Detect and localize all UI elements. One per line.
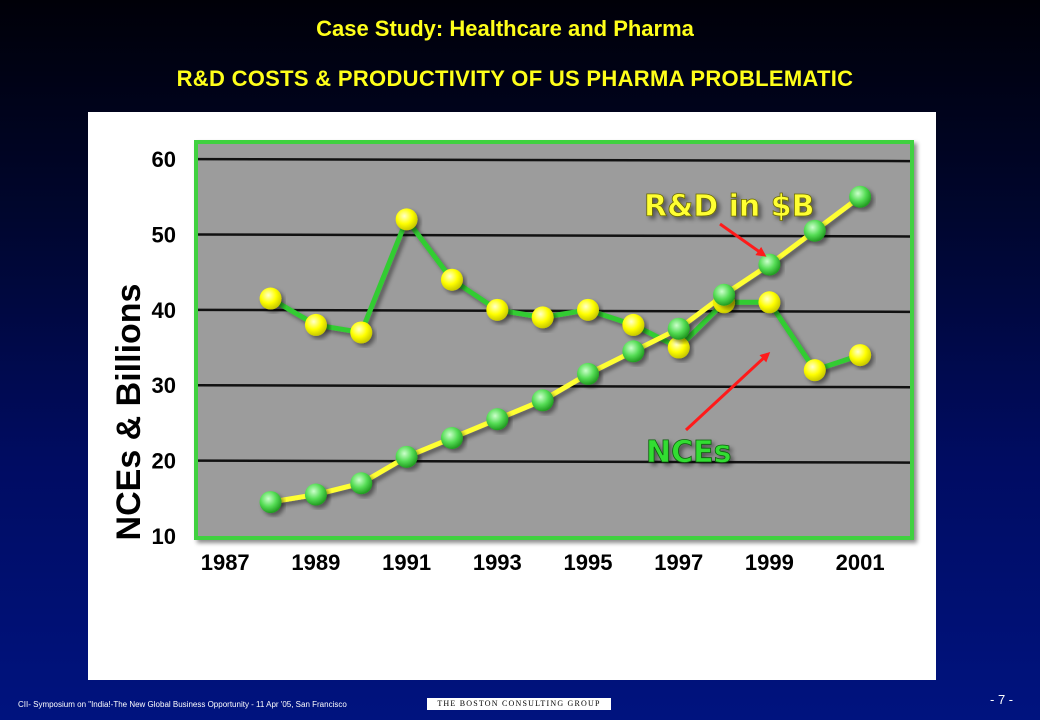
x-tick-labels: 1987 1989 1991 1993 1995 1997 1999 2001 — [201, 550, 885, 575]
data-point-nce — [304, 313, 327, 336]
x-tick-label: 1999 — [745, 550, 794, 575]
y-tick-label: 30 — [152, 373, 176, 398]
company-logo: The Boston Consulting Group — [427, 698, 611, 710]
y-tick-labels: 10 20 30 40 50 60 — [152, 147, 176, 549]
data-point-rd — [486, 408, 509, 431]
line-chart: 10 20 30 40 50 60 1987 1989 1991 1993 1995 1997 199… — [110, 140, 914, 575]
footer-caption: CII- Symposium on "India!-The New Global… — [18, 700, 347, 709]
y-axis-label: NCEs & Billions — [110, 284, 148, 541]
x-tick-label: 1995 — [564, 550, 613, 575]
data-point-rd — [577, 362, 600, 385]
x-tick-label: 1987 — [201, 550, 250, 575]
data-point-rd — [849, 185, 872, 208]
page-title: Case Study: Healthcare and Pharma — [316, 16, 694, 41]
data-point-rd — [667, 317, 690, 340]
y-tick-label: 10 — [152, 524, 176, 549]
page-number: - 7 - — [990, 692, 1014, 707]
x-tick-label: 1993 — [473, 550, 522, 575]
data-point-nce — [803, 359, 826, 382]
data-point-nce — [758, 291, 781, 314]
page-subtitle: R&D COSTS & PRODUCTIVITY OF US PHARMA PR… — [176, 66, 854, 91]
data-point-rd — [758, 253, 781, 276]
data-point-rd — [440, 427, 463, 449]
x-tick-label: 2001 — [836, 550, 885, 575]
data-point-rd — [395, 445, 418, 468]
data-point-nce — [440, 268, 463, 291]
data-point-rd — [622, 340, 645, 363]
data-point-nce — [350, 321, 373, 344]
data-point-nce — [667, 336, 690, 359]
data-point-rd — [713, 283, 736, 306]
data-point-nce — [259, 287, 282, 310]
y-tick-label: 50 — [152, 222, 176, 247]
y-tick-label: 20 — [152, 449, 176, 474]
data-point-rd — [259, 491, 282, 514]
x-tick-label: 1997 — [654, 550, 703, 575]
gridline-60 — [197, 157, 911, 163]
arrow-nce — [684, 351, 771, 432]
chart-panel: 10 20 30 40 50 60 1987 1989 1991 1993 1995 1997 199… — [88, 112, 936, 680]
data-point-nce — [849, 344, 872, 367]
y-tick-label: 60 — [152, 147, 176, 172]
data-point-rd — [531, 389, 554, 412]
data-point-nce — [531, 306, 554, 329]
arrow-rd — [719, 222, 767, 257]
data-point-nce — [486, 298, 509, 321]
gridline-30 — [197, 383, 911, 389]
series-markers — [259, 185, 872, 514]
data-point-nce — [622, 313, 645, 336]
gridlines — [197, 157, 911, 464]
data-point-nce — [395, 208, 418, 231]
x-tick-label: 1989 — [291, 550, 340, 575]
gridline-20 — [197, 459, 911, 464]
y-tick-label: 40 — [152, 298, 176, 323]
data-point-rd — [803, 219, 826, 242]
annotation-rd: R&D in $B — [644, 189, 814, 224]
annotation-nce: NCEs — [646, 435, 731, 470]
gridline-40 — [197, 308, 911, 314]
x-tick-label: 1991 — [382, 550, 431, 575]
data-point-nce — [577, 298, 600, 321]
data-point-rd — [350, 472, 373, 495]
gridline-50 — [197, 233, 911, 238]
data-point-rd — [304, 483, 327, 506]
